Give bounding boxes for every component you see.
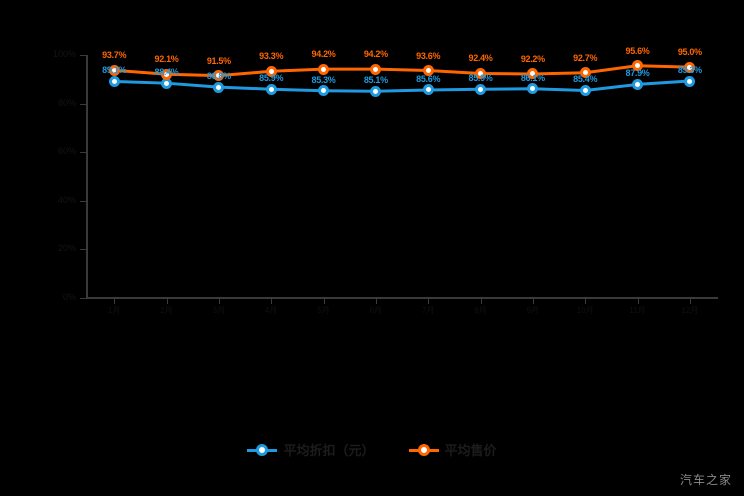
- x-axis-tick: [271, 298, 273, 304]
- data-point-marker[interactable]: [579, 67, 591, 79]
- x-axis-tick-label: 1月: [107, 306, 121, 315]
- chart-legend: 平均折扣（元） 平均售价: [0, 440, 744, 459]
- x-axis-tick: [480, 298, 482, 304]
- x-axis-tick: [637, 298, 639, 304]
- x-axis-tick-label: 7月: [421, 306, 435, 315]
- y-axis-tick: 80%: [58, 98, 87, 108]
- x-axis-tick-label: 9月: [526, 306, 540, 315]
- x-axis-tick: [585, 298, 587, 304]
- x-axis-tick: [689, 298, 691, 304]
- data-point-marker[interactable]: [475, 83, 486, 95]
- x-axis-tick: [375, 298, 377, 304]
- data-point-label: 85.6%: [416, 73, 441, 84]
- x-axis: [86, 297, 718, 299]
- x-axis-tick-label: 4月: [264, 306, 278, 315]
- legend-marker-icon-blue: [247, 443, 278, 456]
- data-point-label: 95.6%: [625, 45, 650, 56]
- data-point-marker[interactable]: [527, 68, 539, 80]
- x-axis-tick-label: 6月: [369, 306, 383, 315]
- legend-label-series-2: 平均售价: [444, 443, 497, 458]
- data-point-label: 86.1%: [520, 72, 545, 83]
- data-point-label: 87.9%: [625, 68, 650, 79]
- y-axis-tick-label: 60%: [57, 146, 76, 157]
- data-point-marker[interactable]: [318, 85, 329, 97]
- data-point-marker[interactable]: [422, 84, 434, 96]
- data-point-marker[interactable]: [265, 83, 277, 95]
- data-point-label: 93.3%: [259, 51, 284, 62]
- series-line-2: [112, 64, 692, 78]
- x-axis-tick: [218, 298, 220, 304]
- y-axis-tick-label: 80%: [57, 97, 76, 108]
- data-point-label: 88.4%: [154, 67, 179, 78]
- data-point-label: 85.9%: [259, 73, 284, 84]
- data-point-label: 94.2%: [363, 49, 388, 60]
- x-axis-tick-label: 5月: [317, 306, 330, 315]
- y-axis-tick-label: 40%: [57, 194, 76, 205]
- x-axis-tick: [323, 298, 325, 304]
- data-point-label: 89.3%: [677, 65, 702, 75]
- x-axis-tick: [532, 298, 534, 304]
- data-point-marker[interactable]: [632, 78, 643, 90]
- x-axis-tick: [166, 298, 168, 304]
- data-point-label: 93.6%: [416, 50, 441, 61]
- y-axis: [86, 55, 88, 298]
- x-axis-tick: [114, 298, 116, 304]
- legend-label-series-1: 平均折扣（元）: [283, 443, 375, 458]
- data-point-marker[interactable]: [213, 70, 225, 82]
- data-point-label: 92.2%: [520, 53, 545, 64]
- data-point-marker[interactable]: [370, 63, 382, 75]
- data-point-marker[interactable]: [370, 85, 382, 97]
- data-point-label: 91.5%: [206, 55, 231, 66]
- data-point-marker[interactable]: [161, 68, 172, 80]
- y-axis-tick: 100%: [53, 49, 87, 59]
- y-axis-tick: 60%: [58, 146, 87, 156]
- data-point-label: 86.8%: [206, 71, 231, 82]
- data-point-marker[interactable]: [108, 75, 120, 87]
- data-point-marker[interactable]: [684, 75, 696, 87]
- legend-item-series-2[interactable]: 平均售价: [408, 440, 497, 459]
- data-point-marker[interactable]: [684, 61, 696, 73]
- data-point-marker[interactable]: [527, 83, 539, 95]
- data-point-marker[interactable]: [318, 63, 329, 75]
- data-point-marker[interactable]: [265, 65, 277, 77]
- data-point-label: 92.4%: [468, 53, 493, 64]
- x-axis-tick-label: 10月: [576, 306, 594, 315]
- legend-marker-icon-orange: [408, 443, 439, 456]
- data-point-marker[interactable]: [632, 60, 643, 72]
- y-axis-tick: 0%: [63, 292, 87, 302]
- x-axis-tick-label: 8月: [474, 306, 487, 315]
- x-axis-tick: [428, 298, 430, 304]
- data-point-marker[interactable]: [213, 81, 225, 93]
- x-axis-tick-label: 11月: [629, 306, 646, 315]
- y-axis-tick: 40%: [58, 195, 87, 205]
- data-point-marker[interactable]: [422, 65, 434, 77]
- x-axis-tick-label: 12月: [681, 306, 699, 315]
- legend-item-series-1[interactable]: 平均折扣（元）: [247, 440, 375, 459]
- data-point-marker[interactable]: [475, 67, 486, 79]
- data-point-label: 94.2%: [311, 49, 336, 60]
- data-point-marker[interactable]: [579, 84, 591, 96]
- plot-area: 89.1% 88.4% 86.8% 85.9% 85.3% 85.1% 85.6% 85.9%…: [53, 46, 716, 315]
- y-axis-tick: 20%: [58, 243, 87, 253]
- data-point-label: 92.7%: [573, 52, 598, 63]
- data-point-label: 95.0%: [677, 47, 702, 58]
- series-lines: [112, 64, 692, 93]
- data-point-label: 85.9%: [468, 73, 493, 84]
- data-point-label: 85.1%: [363, 75, 388, 86]
- y-axis-tick-label: 20%: [57, 243, 76, 254]
- data-point-label: 89.1%: [102, 65, 127, 76]
- data-point-label: 85.4%: [573, 74, 598, 85]
- x-axis-tick-label: 2月: [160, 306, 173, 315]
- data-point-label: 92.1%: [154, 54, 179, 65]
- series-line-1: [112, 79, 692, 93]
- data-point-label: 85.3%: [311, 74, 336, 85]
- y-axis-tick-label: 0%: [62, 292, 76, 302]
- data-point-marker[interactable]: [108, 64, 120, 76]
- y-axis-tick-label: 100%: [52, 49, 76, 59]
- watermark: 汽车之家: [679, 473, 732, 487]
- data-point-label: 93.7%: [102, 50, 127, 61]
- x-axis-tick-label: 3月: [212, 306, 226, 315]
